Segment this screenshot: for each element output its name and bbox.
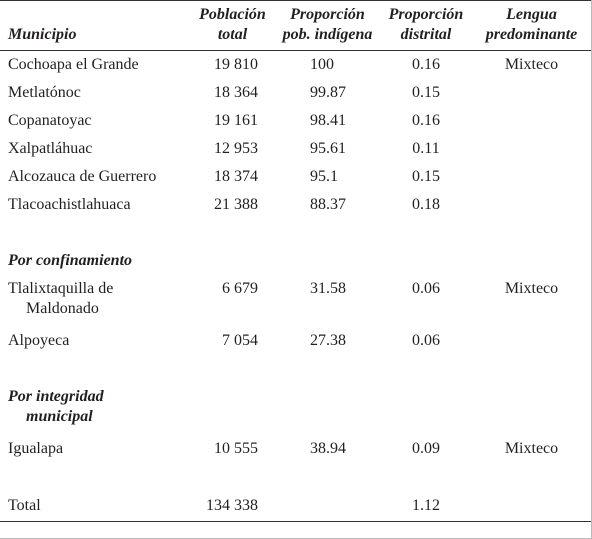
cell: 88.37	[310, 196, 346, 213]
cell: 95.1	[310, 168, 338, 185]
cell: 0.06	[412, 280, 440, 297]
cell: Tlacoachistlahuaca	[8, 196, 131, 213]
empty-cell	[190, 247, 591, 275]
cell: 10 555	[214, 440, 258, 457]
empty-cell	[472, 135, 591, 163]
cell: 0.16	[412, 112, 440, 129]
row: Tlalixtaquilla de Maldonado 6 679 31.58 0.0…	[0, 275, 591, 327]
cell: 18 364	[214, 84, 258, 101]
empty-cell	[472, 163, 591, 191]
cell: 6 679	[222, 280, 258, 297]
cell: 0.11	[412, 140, 440, 157]
section-title: Por integridad municipal	[8, 388, 104, 425]
table: Municipio Población total Proporción pob. …	[0, 0, 591, 522]
header-cell: Lengua predominante	[485, 6, 578, 43]
cell: Igualapa	[8, 440, 64, 457]
cell: Alpoyeca	[8, 332, 70, 349]
spacer	[0, 219, 591, 247]
cell: 0.06	[412, 332, 440, 349]
empty-cell	[472, 491, 591, 522]
cell: 1.12	[412, 497, 440, 514]
cell: 21 388	[214, 196, 258, 213]
row: Total 134 338 1.12	[0, 491, 591, 522]
table-body: Cochoapa el Grande 19 810 100 0.16 Mixteco Me…	[0, 51, 591, 522]
cell: 19 161	[214, 112, 258, 129]
cell: Cochoapa el Grande	[8, 56, 139, 73]
cell: Metlatónoc	[8, 84, 81, 101]
cell: 0.15	[412, 84, 440, 101]
spacer-row	[0, 355, 591, 383]
cell: 0.16	[412, 56, 440, 73]
section-title: Por confinamiento	[8, 252, 133, 269]
spacer-row	[0, 463, 591, 491]
empty-cell	[190, 383, 591, 435]
header-cell: Población total	[199, 6, 266, 43]
row: Tlacoachistlahuaca 21 388 88.37 0.18	[0, 191, 591, 219]
cell: 0.15	[412, 168, 440, 185]
header-cell: Proporción pob. indígena	[282, 6, 373, 43]
cell: Mixteco	[504, 280, 559, 297]
cell: Alcozauca de Guerrero	[8, 168, 157, 185]
spacer-row	[0, 219, 591, 247]
cell: Copanatoyac	[8, 112, 92, 129]
empty-cell	[472, 191, 591, 219]
cell: 18 374	[214, 168, 258, 185]
header-row: Municipio Población total Proporción pob. …	[0, 0, 591, 51]
cell: 31.58	[310, 280, 346, 297]
section-row: Por confinamiento	[0, 247, 591, 275]
spacer	[0, 463, 591, 491]
cell: 38.94	[310, 440, 346, 457]
cell: 100	[310, 56, 334, 73]
cell: 7 054	[222, 332, 258, 349]
cell: 12 953	[214, 140, 258, 157]
row: Xalpatláhuac 12 953 95.61 0.11	[0, 135, 591, 163]
cell: Xalpatláhuac	[8, 140, 93, 157]
row: Alpoyeca 7 054 27.38 0.06	[0, 327, 591, 355]
cell: Mixteco	[504, 56, 559, 73]
row: Metlatónoc 18 364 99.87 0.15	[0, 79, 591, 107]
cell: 27.38	[310, 332, 346, 349]
cell: Tlalixtaquilla de Maldonado	[8, 280, 114, 317]
spacer	[0, 355, 591, 383]
cell: Total	[8, 497, 41, 514]
cell: 134 338	[206, 497, 258, 514]
row: Alcozauca de Guerrero 18 374 95.1 0.15	[0, 163, 591, 191]
empty-cell	[275, 491, 380, 522]
cell: 0.18	[412, 196, 440, 213]
empty-cell	[472, 107, 591, 135]
cell: 98.41	[310, 112, 346, 129]
cell: 95.61	[310, 140, 346, 157]
header-cell: Municipio	[8, 26, 77, 43]
empty-cell	[472, 79, 591, 107]
section-row: Por integridad municipal	[0, 383, 591, 435]
cell: 99.87	[310, 84, 346, 101]
empty-cell	[472, 327, 591, 355]
cell: 19 810	[214, 56, 258, 73]
row: Copanatoyac 19 161 98.41 0.16	[0, 107, 591, 135]
cell: 0.09	[412, 440, 440, 457]
row: Cochoapa el Grande 19 810 100 0.16 Mixteco	[0, 51, 591, 80]
header-cell: Proporción distrital	[388, 6, 464, 43]
cell: Mixteco	[504, 440, 559, 457]
row: Igualapa 10 555 38.94 0.09 Mixteco	[0, 435, 591, 463]
